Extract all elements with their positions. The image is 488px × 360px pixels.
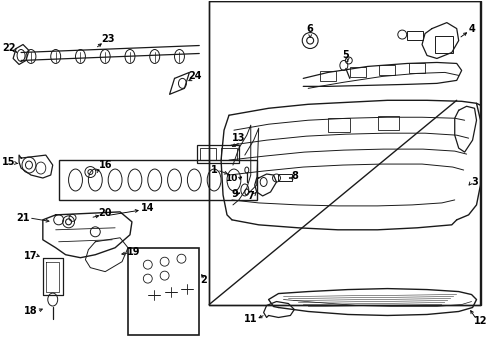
Bar (327, 118, 349, 132)
Text: 10: 10 (224, 174, 237, 183)
Text: 7: 7 (247, 191, 254, 201)
Bar (209, 1, 481, 305)
Text: 16: 16 (98, 160, 112, 170)
Bar (128, 248, 199, 336)
Text: 14: 14 (141, 203, 154, 213)
Bar (379, 66, 394, 75)
Bar (349, 67, 365, 77)
Text: 3: 3 (470, 177, 477, 187)
Text: 15: 15 (2, 157, 16, 167)
Bar (59, 160, 256, 200)
Text: 5: 5 (342, 50, 348, 60)
Text: 21: 21 (16, 213, 30, 223)
Text: 6: 6 (306, 24, 313, 33)
Bar (200, 148, 216, 160)
Text: 9: 9 (231, 189, 238, 199)
Text: 17: 17 (24, 251, 38, 261)
Bar (197, 145, 239, 163)
Bar (408, 63, 424, 73)
Text: 4: 4 (467, 24, 474, 33)
Text: 11: 11 (244, 314, 257, 324)
Text: 23: 23 (101, 33, 115, 44)
Text: 2: 2 (200, 275, 206, 285)
Bar (434, 36, 452, 54)
Text: 18: 18 (24, 306, 38, 316)
Text: 8: 8 (290, 171, 297, 181)
Bar (320, 71, 335, 81)
Bar (407, 31, 422, 40)
Text: 1: 1 (210, 165, 217, 175)
Text: 19: 19 (127, 247, 141, 257)
Text: 13: 13 (232, 133, 245, 143)
Bar (278, 174, 292, 181)
Bar (221, 148, 236, 160)
Text: 12: 12 (473, 316, 486, 327)
Text: 24: 24 (188, 71, 202, 81)
Text: 20: 20 (98, 208, 112, 218)
Text: 22: 22 (2, 42, 16, 53)
Bar (377, 116, 399, 130)
